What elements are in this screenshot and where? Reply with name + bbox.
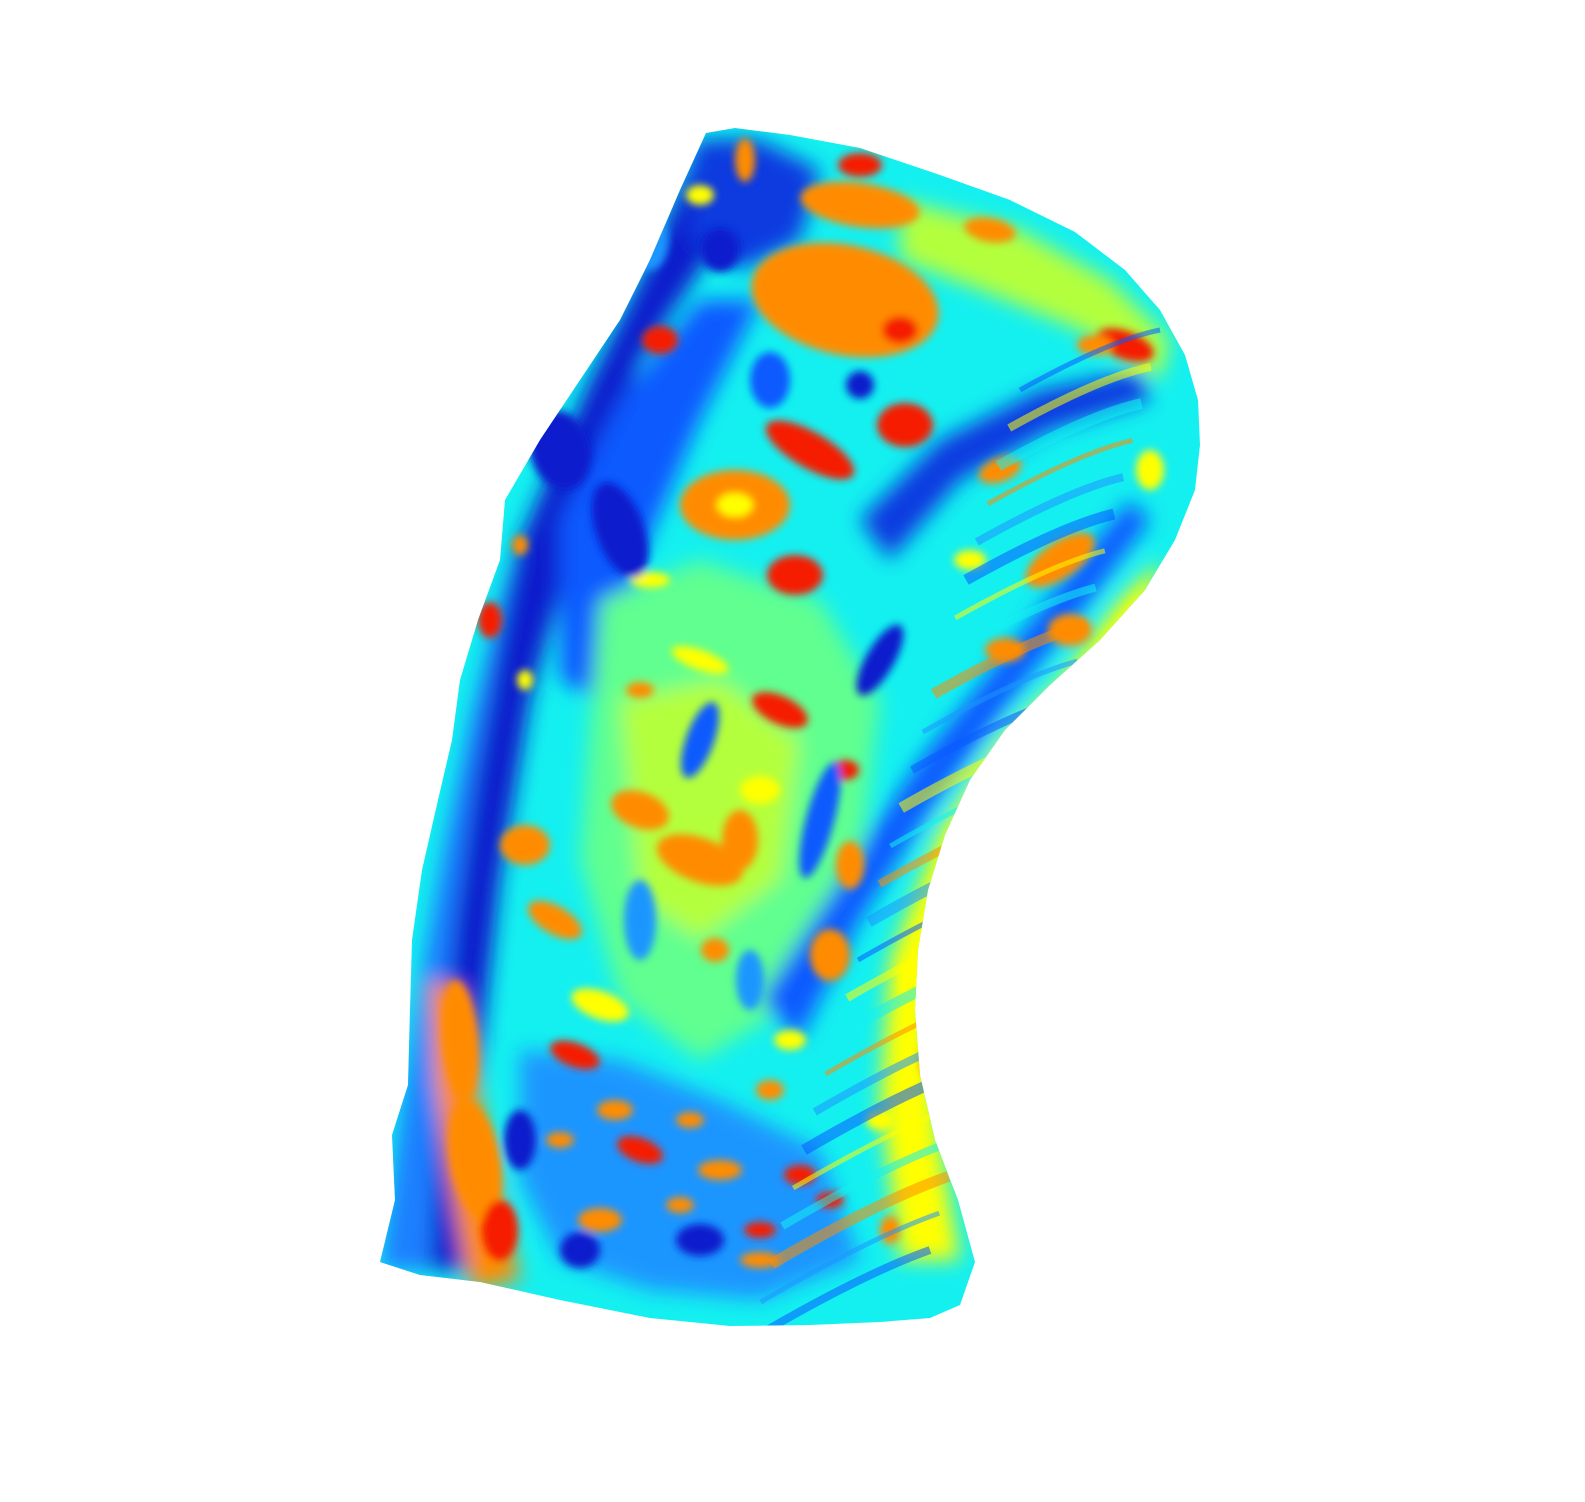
hotspot-blob [504, 1110, 536, 1170]
surface-streak [986, 437, 1133, 507]
hotspot-blob [441, 980, 479, 1100]
hotspot-blob [964, 217, 1016, 243]
surface-streak [759, 1210, 941, 1305]
hotspot-blob [765, 420, 855, 480]
hotspot-blob [750, 352, 790, 408]
hotspot-blob [448, 1100, 502, 1220]
hotspot-blob [752, 692, 808, 728]
hotspot-blob [571, 988, 629, 1022]
hotspot-blob [676, 1224, 724, 1256]
surface-streak [921, 658, 1078, 735]
hotspot-blob [630, 572, 670, 588]
hotspot-blob [512, 535, 528, 555]
hotspot-blob [954, 550, 986, 570]
hotspot-blob [740, 1252, 780, 1268]
surface-streak [995, 398, 1143, 471]
hotspot-blob [877, 403, 933, 447]
hotspot-blob [836, 841, 864, 889]
hotspot-blob [698, 1160, 742, 1180]
hotspot-blob [735, 138, 755, 182]
hotspot-blob [626, 682, 654, 698]
hotspot-blob [882, 316, 918, 344]
hotspot-blob [528, 900, 582, 940]
hotspot-blob [657, 834, 743, 886]
hotspot-blob [611, 790, 669, 830]
hotspot-blob [686, 185, 714, 205]
hotspot-blob [774, 1030, 806, 1050]
hotspot-blob [846, 371, 874, 399]
hotspot-blob [666, 1197, 694, 1213]
hotspot-blob [632, 210, 668, 270]
hotspot-blob [591, 482, 649, 578]
hotspot-blob [856, 624, 904, 696]
surface-streak [1007, 362, 1152, 432]
surface-streak [930, 619, 1088, 699]
hotspot-blob [920, 1040, 940, 1080]
surface-streak [768, 1171, 951, 1269]
colored-surface [380, 128, 1200, 1326]
hotspot-blob [546, 1132, 574, 1148]
hotspot-blob [838, 153, 882, 177]
hotspot-blob [717, 493, 753, 517]
surface-streak [953, 548, 1106, 621]
hotspot-blob [744, 1222, 776, 1238]
hotspot-blob [517, 670, 533, 690]
hotspot-blob [681, 702, 719, 778]
hotspot-blob [597, 1100, 633, 1120]
surface-streak [747, 1246, 932, 1326]
hotspot-blob [624, 880, 656, 960]
hotspot-blob [736, 950, 764, 1010]
hotspot-blob [1136, 450, 1164, 490]
hotspot-blob [800, 181, 920, 229]
hotspot-blob [701, 938, 729, 962]
hotspot-blob [810, 929, 850, 981]
hotspot-blob [617, 1136, 663, 1164]
hotspot-blob [722, 810, 758, 870]
hotspot-blob [642, 326, 678, 354]
hotspot-blob [560, 1232, 600, 1268]
hotspot-blob [767, 555, 823, 595]
hotspot-blob [799, 761, 841, 879]
surface-streak [974, 473, 1125, 546]
surface-streak [942, 583, 1097, 660]
hotspot-blob [756, 1080, 784, 1100]
hotspot-blob [500, 825, 550, 865]
hotspot-blob [578, 1208, 622, 1232]
hotspot-blob [676, 1112, 704, 1128]
hotspot-blob [700, 228, 740, 272]
hotspot-blob [550, 1040, 600, 1070]
hotspot-blob [478, 602, 502, 638]
hotspot-blob [482, 1200, 518, 1260]
surface-streak [1018, 327, 1161, 393]
hotspot-blob [671, 646, 729, 674]
surface-streak [963, 508, 1116, 585]
hotspot-blob [740, 776, 780, 804]
